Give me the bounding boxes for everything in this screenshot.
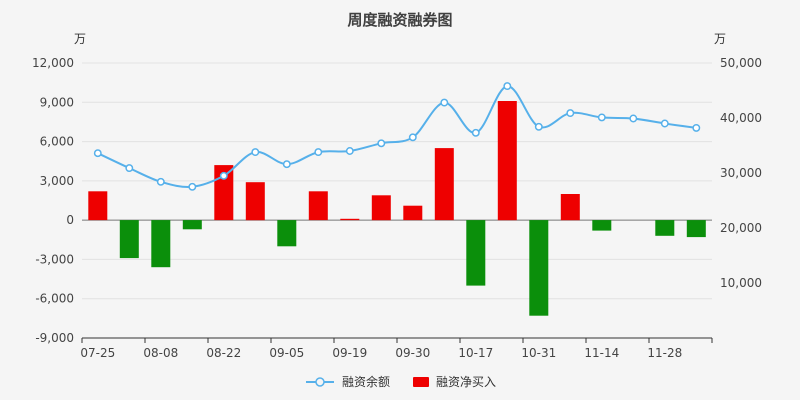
right-axis-tick-label: 50,000 <box>720 56 762 70</box>
x-axis-label: 08-22 <box>206 346 241 360</box>
left-axis-tick-label: 12,000 <box>32 56 74 70</box>
line-point-marker <box>377 139 386 148</box>
line-point-marker <box>629 114 638 123</box>
left-axis-tick-label: 9,000 <box>40 95 74 109</box>
x-axis-label: 11-28 <box>647 346 682 360</box>
left-axis-tick-label: -6,000 <box>35 292 74 306</box>
line-point-marker <box>597 113 606 122</box>
x-axis-label: 09-30 <box>395 346 430 360</box>
line-point-marker <box>566 109 575 118</box>
line-point-marker <box>345 147 354 155</box>
bar-segment <box>308 191 328 221</box>
line-point-marker <box>408 133 417 142</box>
line-series-path <box>97 85 697 188</box>
line-series-legend-icon <box>305 376 334 387</box>
bar-segment <box>88 191 108 221</box>
line-point-marker <box>314 148 323 157</box>
legend-item-bar-series[interactable]: 融资净买入 <box>412 373 496 390</box>
bar-segment <box>182 220 202 230</box>
right-axis-unit-label: 万 <box>714 32 727 46</box>
line-point-marker <box>503 82 512 91</box>
bar-segment <box>277 220 297 247</box>
line-point-marker <box>251 148 260 157</box>
right-axis-tick-label: 10,000 <box>720 276 762 290</box>
line-point-marker <box>219 171 228 180</box>
line-point-marker <box>440 98 449 107</box>
right-axis-tick-label: 30,000 <box>720 166 762 180</box>
bar-segment <box>245 182 265 221</box>
x-axis-label: 09-19 <box>332 346 367 360</box>
bar-segment <box>403 205 423 221</box>
bar-series-legend-icon <box>413 376 429 387</box>
right-axis-tick-label: 40,000 <box>720 111 762 125</box>
x-axis-label: 08-08 <box>143 346 178 360</box>
x-axis-label: 10-31 <box>521 346 556 360</box>
bar-segment <box>497 101 517 221</box>
bar-segment <box>655 220 675 236</box>
legend-label-bar-series: 融资净买入 <box>436 375 497 389</box>
bar-segment <box>434 148 454 221</box>
left-axis-tick-label: 3,000 <box>40 174 74 188</box>
line-point-marker <box>692 123 701 132</box>
left-axis-tick-label: 0 <box>66 213 74 227</box>
bar-segment <box>686 220 706 238</box>
line-point-marker <box>471 128 480 137</box>
line-point-marker <box>93 149 102 158</box>
chart-title: 周度融资融券图 <box>347 11 453 29</box>
bar-segment <box>466 220 486 286</box>
chart-legend: 融资余额 融资净买入 <box>0 373 800 390</box>
x-axis-label: 11-14 <box>584 346 619 360</box>
right-axis-tick-label: 20,000 <box>720 221 762 235</box>
x-axis-label: 10-17 <box>458 346 493 360</box>
bar-segment <box>340 218 360 221</box>
bar-segment <box>592 220 612 231</box>
left-axis-tick-label: -3,000 <box>35 252 74 266</box>
bar-segment <box>119 220 139 259</box>
bar-segment <box>560 194 580 221</box>
line-point-marker <box>188 182 197 191</box>
line-point-marker <box>534 122 543 131</box>
legend-label-line-series: 融资余额 <box>341 375 390 389</box>
line-point-marker <box>282 160 291 169</box>
bar-segment <box>371 195 391 221</box>
line-point-marker <box>125 164 134 173</box>
legend-item-line-series[interactable]: 融资余额 <box>304 373 390 390</box>
x-axis-label: 07-25 <box>80 346 115 360</box>
left-axis-tick-label: -9,000 <box>35 331 74 345</box>
line-point-marker <box>660 119 669 128</box>
x-axis-label: 09-05 <box>269 346 304 360</box>
bar-segment <box>529 220 549 316</box>
bar-segment <box>151 220 171 268</box>
left-axis-unit-label: 万 <box>73 32 86 46</box>
left-axis-tick-label: 6,000 <box>40 135 74 149</box>
line-point-marker <box>156 177 165 186</box>
